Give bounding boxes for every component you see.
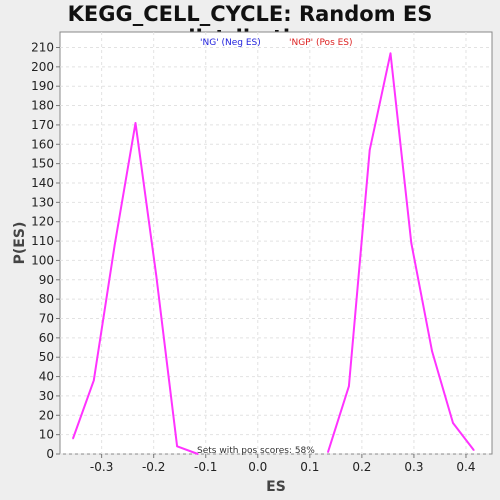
data-point — [134, 122, 137, 124]
data-point — [176, 445, 178, 448]
legend-pos: 'NGP' (Pos ES) — [289, 38, 353, 48]
grid-lines — [60, 32, 492, 455]
data-point — [113, 244, 116, 246]
y-tick-label: 140 — [31, 176, 54, 190]
y-axis-ticks: 0 10 20 30 40 50 60 70 80 90 100 110 120 130 140 150 160… — [31, 40, 60, 461]
x-tick-label: 0.4 — [456, 460, 475, 474]
y-tick-label: 200 — [31, 60, 54, 74]
data-point — [368, 149, 371, 151]
x-axis-ticks: -0.3 -0.2 -0.1 0.0 0.1 0.2 0.3 0.4 — [90, 454, 476, 474]
y-tick-label: 80 — [39, 292, 54, 306]
x-tick-label: 0.0 — [248, 460, 267, 474]
y-tick-label: 110 — [31, 234, 54, 248]
series-group — [72, 52, 475, 455]
x-tick-label: 0.3 — [404, 460, 423, 474]
x-tick-label: 0.1 — [300, 460, 319, 474]
y-tick-label: 30 — [39, 389, 54, 403]
x-tick-label: -0.3 — [90, 460, 113, 474]
data-point — [472, 449, 475, 451]
data-point — [197, 453, 199, 455]
pos-score-annotation: Sets with pos scores: 58% — [197, 446, 315, 456]
y-tick-label: 40 — [39, 370, 54, 384]
y-tick-label: 20 — [39, 408, 54, 422]
data-point — [72, 437, 74, 440]
y-tick-label: 10 — [39, 428, 54, 442]
x-tick-label: -0.2 — [142, 460, 165, 474]
y-axis-title: P(ES) — [12, 222, 28, 265]
data-point — [348, 385, 350, 388]
y-tick-label: 100 — [31, 253, 54, 267]
y-tick-label: 170 — [31, 118, 54, 132]
data-point — [389, 52, 392, 55]
y-tick-label: 50 — [39, 350, 54, 364]
legend-neg: 'NG' (Neg ES) — [200, 38, 261, 48]
y-tick-label: 90 — [39, 273, 54, 287]
y-tick-label: 180 — [31, 99, 54, 113]
data-point — [93, 379, 95, 382]
data-point — [410, 242, 413, 244]
x-tick-label: 0.2 — [352, 460, 371, 474]
y-tick-label: 150 — [31, 157, 54, 171]
plot-area — [59, 31, 493, 455]
y-tick-label: 120 — [31, 215, 54, 229]
y-tick-label: 60 — [39, 331, 54, 345]
data-point — [452, 422, 454, 424]
y-tick-label: 210 — [31, 40, 54, 54]
data-point — [431, 350, 433, 353]
data-point — [327, 451, 329, 453]
y-tick-label: 0 — [46, 447, 54, 461]
y-tick-label: 130 — [31, 195, 54, 209]
y-tick-label: 160 — [31, 137, 54, 151]
data-point — [155, 275, 158, 277]
y-tick-label: 190 — [31, 79, 54, 93]
x-axis-title: ES — [266, 479, 286, 495]
y-tick-label: 70 — [39, 311, 54, 325]
x-tick-label: -0.1 — [194, 460, 217, 474]
series-line-1 — [327, 52, 475, 453]
